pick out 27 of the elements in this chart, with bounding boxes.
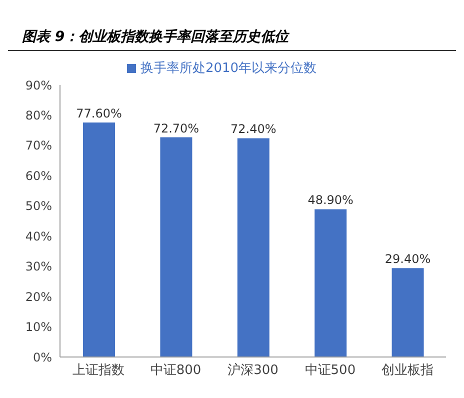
y-tick-label: 30%	[25, 260, 52, 274]
bar	[314, 209, 347, 357]
bar	[160, 137, 192, 357]
x-tick-label: 上证指数	[72, 363, 125, 378]
y-tick-label: 40%	[25, 229, 52, 244]
chart-title: 图表 9：创业板指数换手率回落至历史低位	[8, 8, 456, 51]
y-tick-label: 90%	[25, 78, 52, 92]
legend-label: 换手率所处2010年以来分位数	[140, 61, 317, 76]
data-label: 29.40%	[384, 252, 431, 266]
y-tick-label: 70%	[25, 138, 52, 153]
y-tick-label: 80%	[25, 108, 52, 122]
data-label: 72.40%	[230, 122, 276, 136]
y-tick-label: 0%	[32, 350, 52, 364]
y-tick-label: 60%	[25, 168, 52, 183]
x-tick-label: 中证800	[150, 363, 202, 378]
y-tick-label: 10%	[25, 320, 52, 334]
y-tick-label: 20%	[25, 290, 52, 304]
bar	[237, 138, 270, 357]
data-label: 72.70%	[153, 121, 200, 136]
bar	[392, 268, 424, 357]
y-tick-label: 50%	[25, 199, 52, 214]
x-tick-label: 创业板指	[381, 363, 434, 378]
x-tick-label: 沪深300	[228, 362, 278, 378]
x-tick-label: 中证500	[304, 363, 356, 378]
data-label: 77.60%	[76, 106, 122, 120]
data-label: 48.90%	[308, 193, 354, 208]
bar	[83, 122, 115, 357]
